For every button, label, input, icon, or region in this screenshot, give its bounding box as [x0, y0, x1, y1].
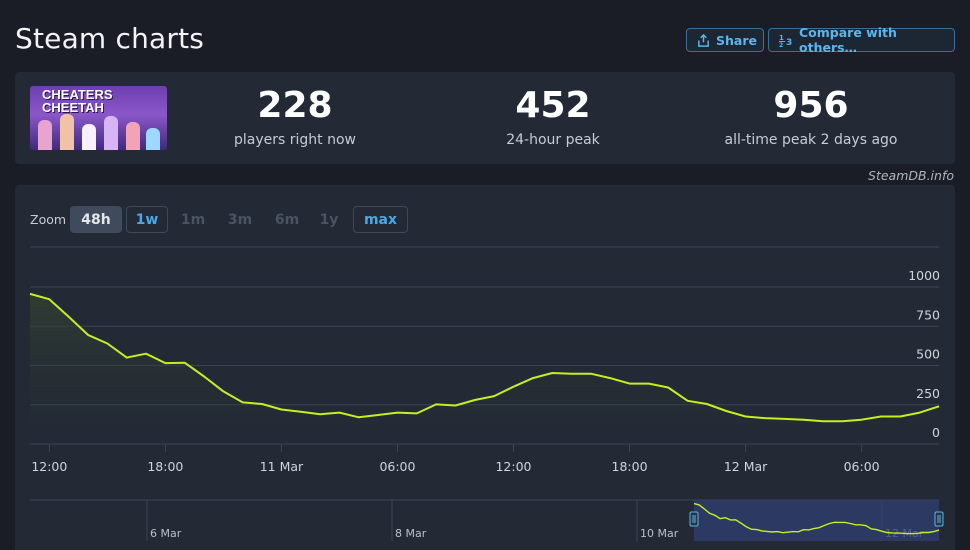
x-tick-label: 12:00: [495, 459, 531, 474]
logo-figure: [104, 116, 118, 150]
x-tick-label: 11 Mar: [260, 459, 304, 474]
players-now-label: players right now: [234, 132, 356, 148]
zoom-48h-button[interactable]: 48h: [70, 206, 122, 233]
steamdb-watermark[interactable]: SteamDB.info: [868, 168, 954, 183]
stats-panel: CHEATERS CHEETAH 228 players right now 4…: [15, 72, 955, 164]
page-title: Steam charts: [15, 22, 205, 55]
navigator-date-label: 6 Mar: [150, 527, 182, 540]
navigator-date-label: 8 Mar: [395, 527, 427, 540]
svg-text:1: 1: [779, 34, 784, 42]
peak-24h-label: 24-hour peak: [506, 132, 600, 148]
zoom-1w-button[interactable]: 1w: [126, 206, 168, 233]
logo-text: CHEATERS CHEETAH: [42, 87, 113, 115]
y-tick-label: 500: [916, 347, 940, 362]
x-tick-label: 12 Mar: [724, 459, 768, 474]
share-label: Share: [716, 32, 757, 48]
x-tick-label: 12:00: [31, 459, 67, 474]
navigator-date-label: 10 Mar: [640, 527, 679, 540]
stat-players-now: 228 players right now: [175, 85, 415, 149]
logo-figure: [60, 114, 74, 150]
y-tick-label: 750: [916, 307, 940, 322]
navigator-left-handle[interactable]: [689, 511, 699, 527]
game-logo[interactable]: CHEATERS CHEETAH: [30, 86, 167, 150]
x-tick-label: 06:00: [844, 459, 880, 474]
logo-figure: [126, 122, 140, 150]
zoom-6m-button[interactable]: 6m: [274, 211, 300, 228]
compare-label: Compare with others…: [799, 25, 897, 55]
stat-all-time-peak: 956 all-time peak 2 days ago: [691, 85, 931, 149]
x-tick-label: 18:00: [147, 459, 183, 474]
svg-text:3: 3: [786, 38, 792, 47]
players-line: [29, 292, 940, 423]
all-time-peak-label: all-time peak 2 days ago: [724, 132, 898, 148]
zoom-3m-button[interactable]: 3m: [227, 211, 253, 228]
players-area: [30, 293, 939, 444]
stat-24h-peak: 452 24-hour peak: [433, 85, 673, 149]
players-now-value: 228: [257, 85, 333, 126]
x-tick-label: 18:00: [612, 459, 648, 474]
zoom-label: Zoom: [30, 212, 67, 227]
y-tick-label: 250: [916, 386, 940, 401]
x-tick-label: 06:00: [379, 459, 415, 474]
chart-panel: Zoom 48h 1w 1m 3m 6m 1y max 0 250 500 750 10…: [15, 185, 955, 550]
logo-figure: [146, 128, 160, 150]
logo-figure: [82, 124, 96, 150]
zoom-1m-button[interactable]: 1m: [180, 211, 206, 228]
share-icon: [697, 33, 710, 47]
all-time-peak-value: 956: [773, 85, 849, 126]
navigator-right-handle[interactable]: [934, 511, 944, 527]
navigator-line: [693, 502, 940, 535]
zoom-max-button[interactable]: max: [353, 206, 408, 233]
peak-24h-value: 452: [515, 85, 591, 126]
svg-text:2: 2: [779, 42, 783, 47]
logo-figure: [38, 120, 52, 150]
share-button[interactable]: Share: [686, 28, 764, 52]
y-tick-label: 1000: [908, 268, 940, 283]
y-tick-label: 0: [932, 425, 940, 440]
player-chart[interactable]: 0 250 500 750 1000 12:00 18:00 11 Mar 06:00 12:0…: [15, 185, 955, 550]
zoom-1y-button[interactable]: 1y: [319, 211, 339, 228]
